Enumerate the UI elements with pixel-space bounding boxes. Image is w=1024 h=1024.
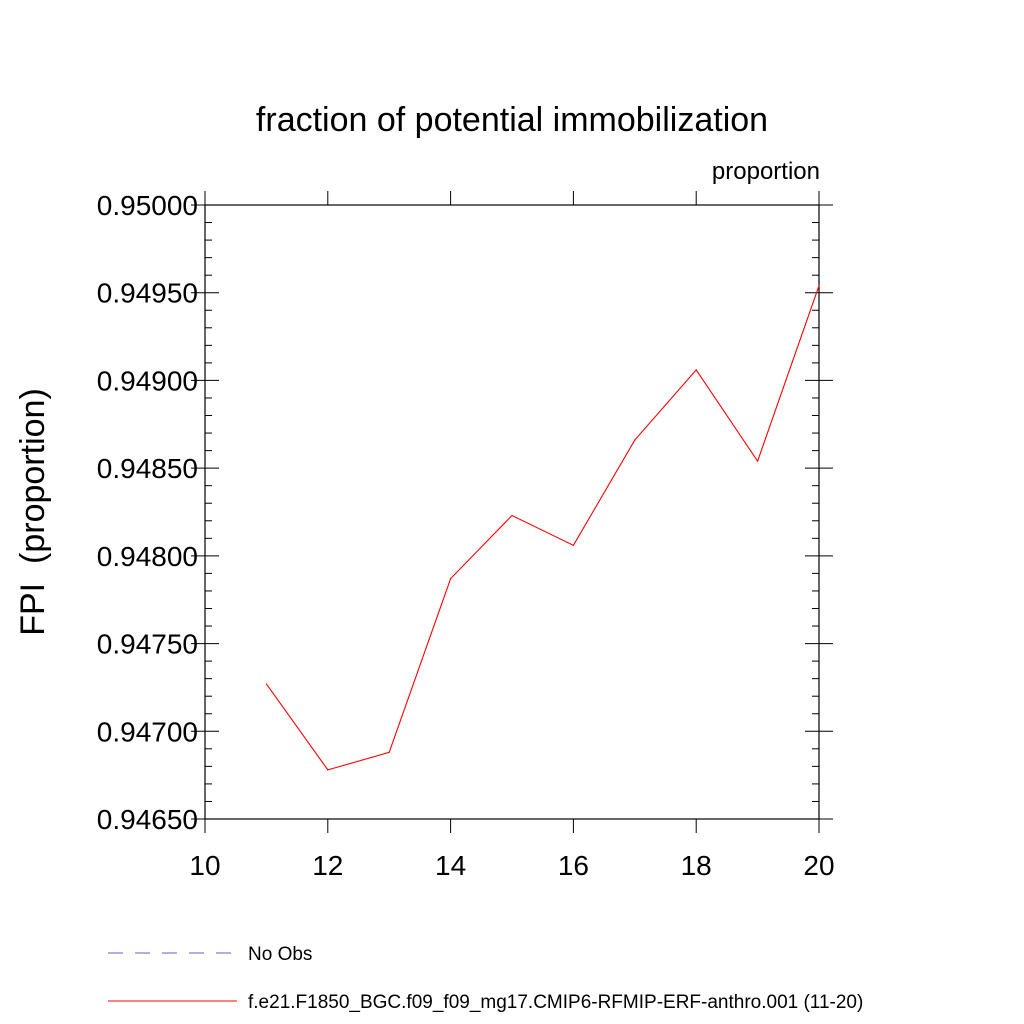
y-axis-label: FPI (proportion)	[14, 388, 52, 636]
y-tick-label: 0.94700	[97, 716, 198, 747]
data-point	[572, 544, 575, 546]
y-tick-label: 0.94750	[97, 629, 198, 660]
data-point	[695, 369, 697, 371]
y-minor-ticks	[205, 222, 819, 802]
x-tick-label: 10	[189, 850, 220, 881]
data-point	[511, 514, 513, 517]
legend-label-series: f.e21.F1850_BGC.f09_f09_mg17.CMIP6-RFMIP…	[248, 992, 863, 1013]
y-tick-label: 0.94850	[97, 453, 198, 484]
y-tick-label: 0.95000	[97, 190, 198, 221]
x-tick-label: 20	[803, 850, 834, 881]
x-tick-label: 18	[681, 850, 712, 881]
series-layer	[265, 285, 820, 771]
y-tick-label: 0.94650	[97, 804, 198, 835]
x-ticks	[204, 191, 820, 833]
legend-label-no-obs: No Obs	[248, 944, 312, 965]
data-point	[450, 578, 452, 580]
legend: No Obs f.e21.F1850_BGC.f09_f09_mg17.CMIP…	[108, 944, 863, 1013]
data-point	[327, 769, 329, 771]
series-line	[265, 285, 820, 771]
data-point	[265, 683, 267, 685]
x-tick-labels: 10 12 14 16 18 20	[189, 850, 834, 881]
y-tick-label: 0.94900	[97, 365, 198, 396]
data-point	[388, 751, 390, 753]
x-tick-label: 12	[312, 850, 343, 881]
data-point	[634, 439, 636, 441]
x-tick-label: 14	[435, 850, 466, 881]
x-tick-label: 16	[558, 850, 589, 881]
y-major-ticks	[191, 204, 833, 820]
data-point	[818, 285, 820, 287]
data-point	[757, 460, 759, 462]
chart-title: fraction of potential immobilization	[256, 101, 768, 139]
plot-frame	[204, 204, 820, 820]
units-label: proportion	[712, 158, 820, 185]
y-tick-label: 0.94950	[97, 278, 198, 309]
y-tick-labels: 0.94650 0.94700 0.94750 0.94800 0.94850 0.949…	[97, 190, 198, 835]
y-tick-label: 0.94800	[97, 541, 198, 572]
